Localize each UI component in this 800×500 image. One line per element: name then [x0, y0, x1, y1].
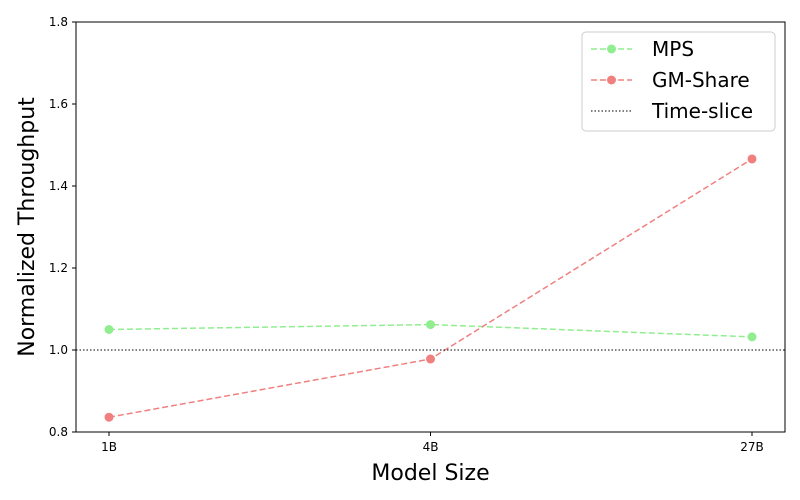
legend-label-time-slice: Time-slice: [651, 99, 753, 123]
data-point-gm-share: [426, 354, 435, 364]
series-line-gm-share: [108, 158, 753, 418]
data-point-mps: [426, 320, 435, 330]
y-tick-label: 1.6: [49, 97, 68, 111]
data-point-mps: [104, 325, 114, 334]
x-axis-label: Model Size: [371, 461, 489, 486]
plot-area: [76, 154, 785, 422]
y-tick-label: 1.0: [49, 343, 68, 357]
legend-marker-mps: [607, 44, 616, 54]
y-axis: 0.8 1.0 1.2 1.4 1.6 1.8: [49, 15, 76, 439]
series-line-mps: [108, 323, 753, 338]
data-point-mps: [747, 332, 757, 342]
x-tick-label: 4B: [423, 440, 439, 454]
legend-box: [581, 31, 776, 132]
legend-label-gm-share: GM-Share: [652, 68, 750, 92]
y-tick-label: 0.8: [49, 425, 68, 439]
y-axis-label: Normalized Throughput: [15, 97, 40, 357]
y-tick-label: 1.2: [49, 261, 68, 275]
legend: MPS GM-Share Time-slice: [581, 31, 776, 132]
legend-marker-gm-share: [607, 75, 616, 85]
y-tick-label: 1.4: [49, 179, 68, 193]
x-tick-label: 1B: [101, 440, 117, 454]
y-tick-label: 1.8: [49, 15, 68, 29]
x-tick-label: 27B: [740, 440, 764, 454]
data-point-gm-share: [747, 154, 757, 164]
x-axis: 1B 4B 27B: [101, 432, 764, 454]
data-point-gm-share: [104, 412, 114, 422]
legend-label-mps: MPS: [652, 37, 694, 61]
